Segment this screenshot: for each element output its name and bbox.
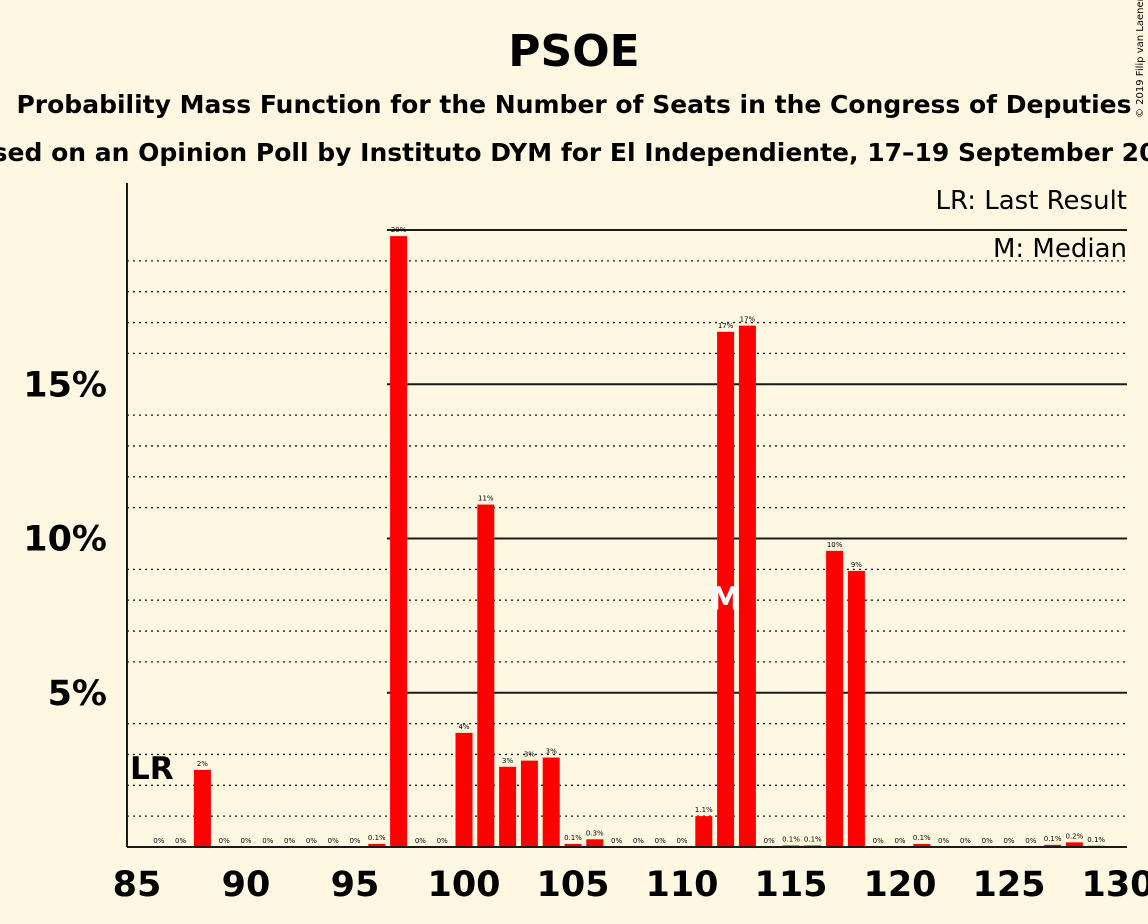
y-tick-label: 15%: [23, 365, 107, 405]
x-tick-label: 90: [222, 865, 271, 905]
x-tick-label: 95: [331, 865, 380, 905]
legend-median: M: Median: [993, 234, 1127, 264]
bar-label: 0%: [284, 837, 295, 845]
bar-label: 0.1%: [804, 835, 822, 843]
bar-label: 0.2%: [1066, 832, 1084, 840]
bar-label: 0%: [655, 837, 666, 845]
bar-label: 0%: [676, 837, 687, 845]
bar-label: 0%: [873, 837, 884, 845]
bar-label: 0%: [1025, 837, 1036, 845]
bar-label: 0%: [415, 837, 426, 845]
last-result-marker: LR: [130, 751, 174, 787]
x-tick-label: 105: [536, 865, 609, 905]
x-tick-label: 130: [1081, 865, 1148, 905]
bar-label: 0%: [611, 837, 622, 845]
bar-label: 0%: [153, 837, 164, 845]
x-tick-label: 120: [863, 865, 936, 905]
bar-label: 0%: [764, 837, 775, 845]
bar: [477, 505, 494, 847]
bar-label: 0.1%: [564, 834, 582, 842]
bar-label: 0%: [175, 837, 186, 845]
bar-label: 3%: [524, 751, 535, 759]
y-tick-label: 10%: [23, 520, 107, 560]
bar-label: 4%: [458, 723, 469, 731]
bar: [194, 770, 211, 847]
bar-label: 0.1%: [913, 834, 931, 842]
copyright-note: © 2019 Filip van Laenen: [1135, 0, 1146, 118]
bar-label: 0.1%: [782, 835, 800, 843]
bar: [848, 571, 865, 847]
bar-labels: 0% 0% 2% 0% 0% 0% 0% 0% 0% 0% 0.1% 20% 0% 0% 4% 11% 3% 3%…: [153, 226, 1105, 845]
bar: [390, 236, 407, 847]
bar-label: 0%: [894, 837, 905, 845]
bar-label: 9%: [851, 561, 862, 569]
bar-label: 0%: [240, 837, 251, 845]
bar-label: 11%: [478, 495, 494, 503]
bar-label: 2%: [197, 760, 208, 768]
bar-label: 0.1%: [368, 834, 386, 842]
bar-label: 0.1%: [1044, 835, 1062, 843]
bar: [695, 816, 712, 847]
bar: [521, 761, 538, 847]
bar: [586, 839, 603, 847]
bar-label: 0%: [938, 837, 949, 845]
x-tick-label: 110: [645, 865, 718, 905]
bar-label: 0%: [1003, 837, 1014, 845]
grid-lines: [127, 230, 1127, 816]
chart-title: PSOE: [508, 26, 639, 77]
bar-label: 0.3%: [586, 829, 604, 837]
bar-label: 17%: [718, 322, 734, 330]
bar-label: 20%: [391, 226, 407, 234]
bar-label: 0%: [437, 837, 448, 845]
bar: [543, 758, 560, 847]
bar-label: 3%: [546, 748, 557, 756]
bar-label: 0%: [328, 837, 339, 845]
bar-label: 0%: [349, 837, 360, 845]
bar-label: 0%: [982, 837, 993, 845]
bars: [194, 236, 1105, 847]
bar-label: 0%: [306, 837, 317, 845]
x-tick-label: 115: [754, 865, 827, 905]
bar-label: 0.1%: [1087, 836, 1105, 844]
bar-label: 1.1%: [695, 806, 713, 814]
x-tick-label: 125: [972, 865, 1045, 905]
bar-label: 10%: [827, 541, 843, 549]
bar-label: 0%: [262, 837, 273, 845]
x-tick-label: 85: [113, 865, 162, 905]
chart-subtitle: Probability Mass Function for the Number…: [16, 90, 1131, 119]
bar-label: 0%: [960, 837, 971, 845]
bar-label: 17%: [740, 316, 756, 324]
bar-label: 0%: [633, 837, 644, 845]
bar: [826, 551, 843, 847]
bar-label: 0%: [219, 837, 230, 845]
legend-last-result: LR: Last Result: [935, 186, 1127, 216]
median-marker: M: [710, 579, 742, 617]
y-tick-label: 5%: [48, 674, 107, 714]
bar-label: 3%: [502, 757, 513, 765]
bar: [499, 767, 516, 847]
chart-subtitle-source: Based on an Opinion Poll by Instituto DY…: [0, 138, 1148, 167]
x-tick-label: 100: [427, 865, 500, 905]
bar: [456, 733, 473, 847]
